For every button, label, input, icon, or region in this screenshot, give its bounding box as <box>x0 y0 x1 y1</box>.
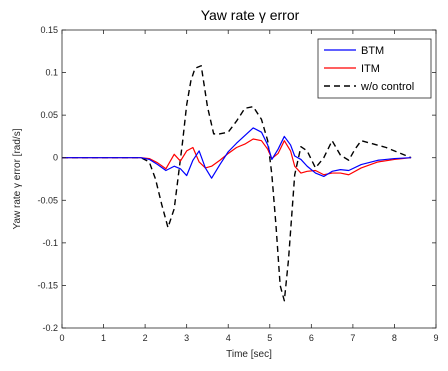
x-tick-label: 7 <box>350 333 355 343</box>
y-tick-label: -0.1 <box>42 238 58 248</box>
y-tick-label: 0.05 <box>40 110 58 120</box>
x-tick-label: 2 <box>143 333 148 343</box>
x-tick-label: 3 <box>184 333 189 343</box>
series-line-w-o-control <box>62 65 412 302</box>
y-tick-label: 0.1 <box>45 68 58 78</box>
y-tick-label: -0.2 <box>42 323 58 333</box>
y-axis-label: Yaw rate γ error [rad/s] <box>12 128 23 229</box>
y-ticks: -0.2 -0.15 -0.1 -0.05 0 0.05 0.1 0.15 <box>37 25 436 333</box>
legend-label: w/o control <box>360 81 414 93</box>
chart-title: Yaw rate γ error <box>201 7 300 23</box>
x-tick-label: 1 <box>101 333 106 343</box>
x-axis-label: Time [sec] <box>226 349 272 360</box>
x-tick-label: 6 <box>309 333 314 343</box>
x-tick-label: 9 <box>433 333 438 343</box>
x-ticks: 0 1 2 3 4 5 6 7 8 9 <box>59 30 439 343</box>
x-tick-label: 8 <box>392 333 397 343</box>
y-tick-label: 0.15 <box>40 25 58 35</box>
y-tick-label: -0.05 <box>37 195 58 205</box>
legend-label: ITM <box>361 63 380 75</box>
series-line-btm <box>62 127 412 179</box>
legend-label: BTM <box>361 45 384 57</box>
x-tick-label: 4 <box>226 333 231 343</box>
series-layer <box>62 65 412 302</box>
y-tick-label: -0.15 <box>37 280 58 290</box>
legend: BTM ITM w/o control <box>317 38 432 99</box>
x-tick-label: 5 <box>267 333 272 343</box>
y-tick-label: 0 <box>53 153 58 163</box>
x-tick-label: 0 <box>59 333 64 343</box>
series-line-itm <box>62 138 412 176</box>
